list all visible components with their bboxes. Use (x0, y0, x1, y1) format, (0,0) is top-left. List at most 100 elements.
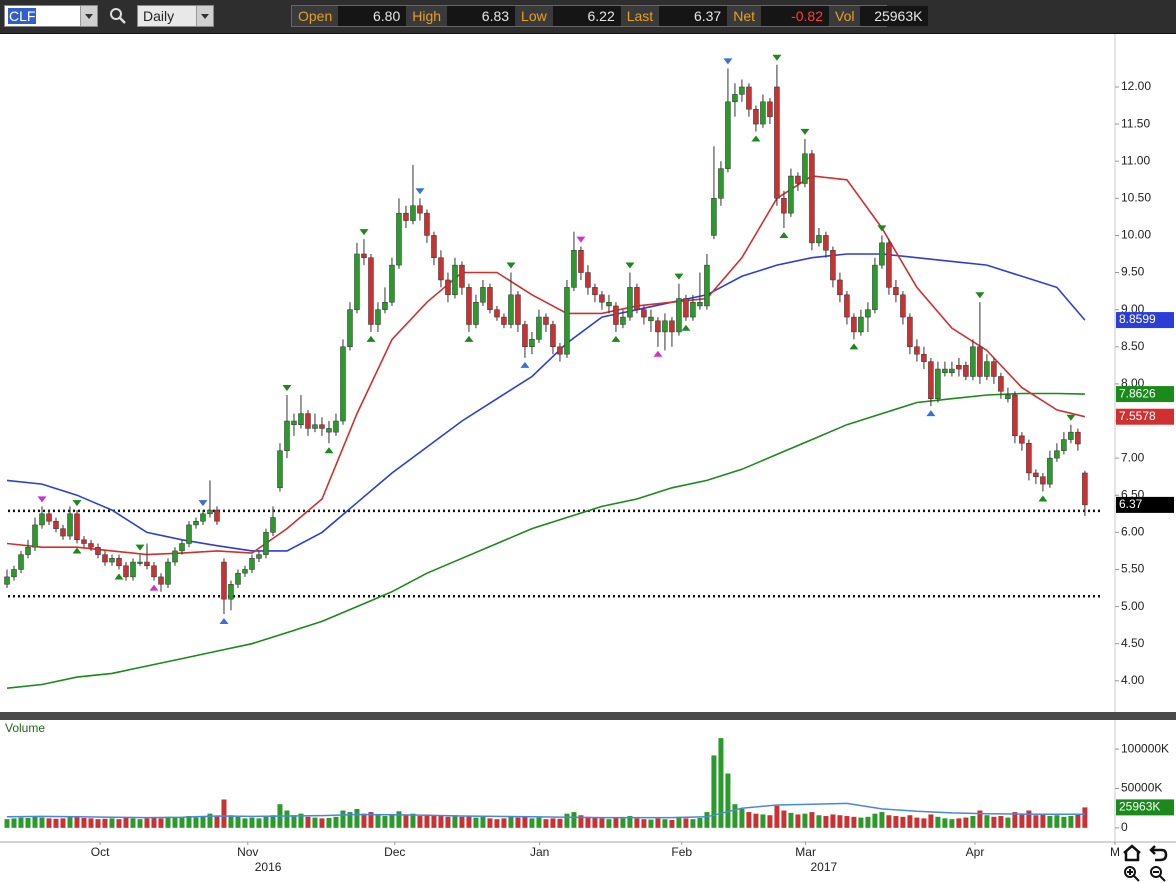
pane-separator (0, 712, 1176, 720)
candle-body (312, 424, 318, 429)
candle-body (1005, 394, 1011, 399)
volume-bar (942, 818, 948, 828)
candle-body (403, 212, 409, 221)
candle-body (522, 324, 528, 348)
candle-body (886, 242, 892, 288)
volume-bar (116, 819, 122, 828)
volume-bar (984, 815, 990, 828)
y-tick-label: 10.50 (1121, 190, 1151, 204)
candle-body (1026, 443, 1032, 474)
candle-body (599, 294, 605, 303)
candle-body (718, 168, 724, 199)
symbol-input[interactable]: CLF (4, 5, 98, 27)
x-tick-label: Feb (671, 845, 692, 859)
ma-flag-bg (1116, 312, 1174, 329)
y-tick-label: 8.50 (1121, 339, 1145, 353)
zoom-in-button[interactable] (1124, 866, 1140, 882)
period-dropdown[interactable] (196, 6, 213, 26)
volume-flag: 25963K (1119, 800, 1160, 814)
volume-bar (585, 816, 591, 828)
candle-body (704, 264, 710, 307)
volume-bar (410, 813, 416, 828)
volume-bar (795, 814, 801, 828)
candle-body (39, 513, 45, 526)
volume-bar (403, 815, 409, 828)
candle-body (130, 561, 136, 578)
volume-bar (851, 816, 857, 828)
volume-bar (200, 816, 206, 828)
volume-bar (949, 819, 955, 828)
candle-body (872, 264, 878, 310)
volume-bar (746, 812, 752, 828)
volume-bar (1005, 817, 1011, 828)
candle-body (662, 320, 668, 333)
volume-bar (774, 805, 780, 828)
quote-value: 25963K (860, 6, 929, 26)
volume-bar (592, 817, 598, 828)
volume-bar (487, 818, 493, 828)
candle-body (515, 294, 521, 325)
symbol-dropdown[interactable] (80, 6, 97, 26)
volume-bar (39, 817, 45, 828)
candle-body (816, 235, 822, 244)
ma-flag: 7.5578 (1119, 409, 1156, 423)
volume-bar (130, 818, 136, 828)
search-icon (110, 8, 126, 24)
volume-bar (179, 817, 185, 828)
volume-bar (452, 815, 458, 828)
candle-body (368, 257, 374, 325)
volume-bar (739, 808, 745, 828)
candle-body (333, 420, 339, 433)
y-tick-label: 10.00 (1121, 228, 1151, 242)
volume-bar (508, 816, 514, 828)
volume-bar (242, 818, 248, 828)
pivot-marker (198, 500, 208, 507)
candle-body (655, 320, 661, 333)
search-button[interactable] (108, 5, 128, 27)
home-button[interactable] (1123, 844, 1141, 862)
volume-bar (928, 814, 934, 828)
candle-body (802, 153, 808, 184)
pivot-marker (135, 544, 145, 551)
volume-bar (515, 817, 521, 828)
volume-bar (1082, 807, 1088, 828)
volume-bar (662, 819, 668, 828)
candle-body (851, 316, 857, 333)
volume-bar (417, 816, 423, 828)
candle-body (613, 305, 619, 325)
volume-bar (844, 816, 850, 828)
volume-bar (907, 815, 913, 828)
candle-body (837, 279, 843, 296)
volume-bar (46, 818, 52, 828)
undo-button[interactable] (1149, 845, 1168, 862)
pivot-marker (681, 324, 691, 331)
pivot-marker (723, 58, 733, 65)
ma-flag: 8.8599 (1119, 312, 1156, 326)
volume-bar (1026, 810, 1032, 828)
volume-bar (536, 817, 542, 828)
volume-bar (396, 811, 402, 828)
y-tick-label: 4.50 (1121, 636, 1145, 650)
candle-body (151, 565, 157, 578)
volume-bar (18, 817, 24, 828)
pivot-marker (324, 447, 334, 454)
candle-body (291, 420, 297, 425)
volume-bar (1033, 815, 1039, 828)
x-tick-label: Dec (384, 845, 405, 859)
volume-flag-bg (1116, 799, 1174, 816)
quote-label: Open (292, 6, 339, 26)
candle-body (865, 309, 871, 318)
volume-bar (389, 814, 395, 828)
candle-body (683, 298, 689, 318)
x-tick-label: Oct (91, 845, 110, 859)
zoom-out-button[interactable] (1150, 866, 1166, 882)
volume-bar (970, 816, 976, 828)
candle-body (634, 287, 640, 310)
period-select[interactable]: Daily (137, 5, 214, 27)
x-tick-label: Apr (966, 845, 985, 859)
quote-bar: Open 6.80 High 6.83 Low 6.22 Last 6.37 Net -0.82 V… (291, 5, 929, 27)
candle-body (795, 175, 801, 184)
candle-body (641, 309, 647, 318)
